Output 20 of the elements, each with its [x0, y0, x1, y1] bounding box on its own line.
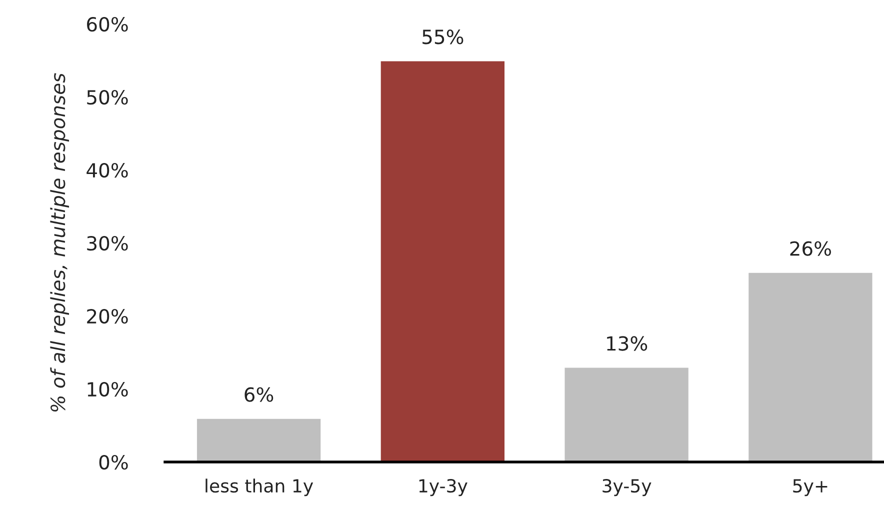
bar [196, 418, 322, 462]
data-label: 6% [244, 387, 274, 402]
y-tick-label: 0% [99, 454, 128, 470]
y-tick-label: 10% [88, 382, 128, 397]
y-tick-label: 50% [87, 90, 128, 105]
data-label: 13% [607, 336, 648, 351]
y-tick-label: 30% [87, 236, 128, 251]
bar [747, 272, 874, 462]
bar [563, 366, 690, 462]
x-tick-label: 1y-3y [419, 478, 468, 496]
y-axis-title: % of all replies, multiple responses [50, 73, 70, 412]
x-tick-label: 3y-5y [602, 478, 652, 496]
data-label: 55% [422, 30, 464, 44]
x-tick-label: 5y+ [793, 479, 828, 496]
y-tick-label: 40% [86, 162, 128, 178]
data-label: 26% [790, 241, 831, 256]
y-tick-label: 20% [87, 308, 128, 324]
x-tick-label: less than 1y [206, 478, 314, 496]
bar [379, 60, 506, 462]
y-tick-label: 60% [87, 16, 128, 32]
